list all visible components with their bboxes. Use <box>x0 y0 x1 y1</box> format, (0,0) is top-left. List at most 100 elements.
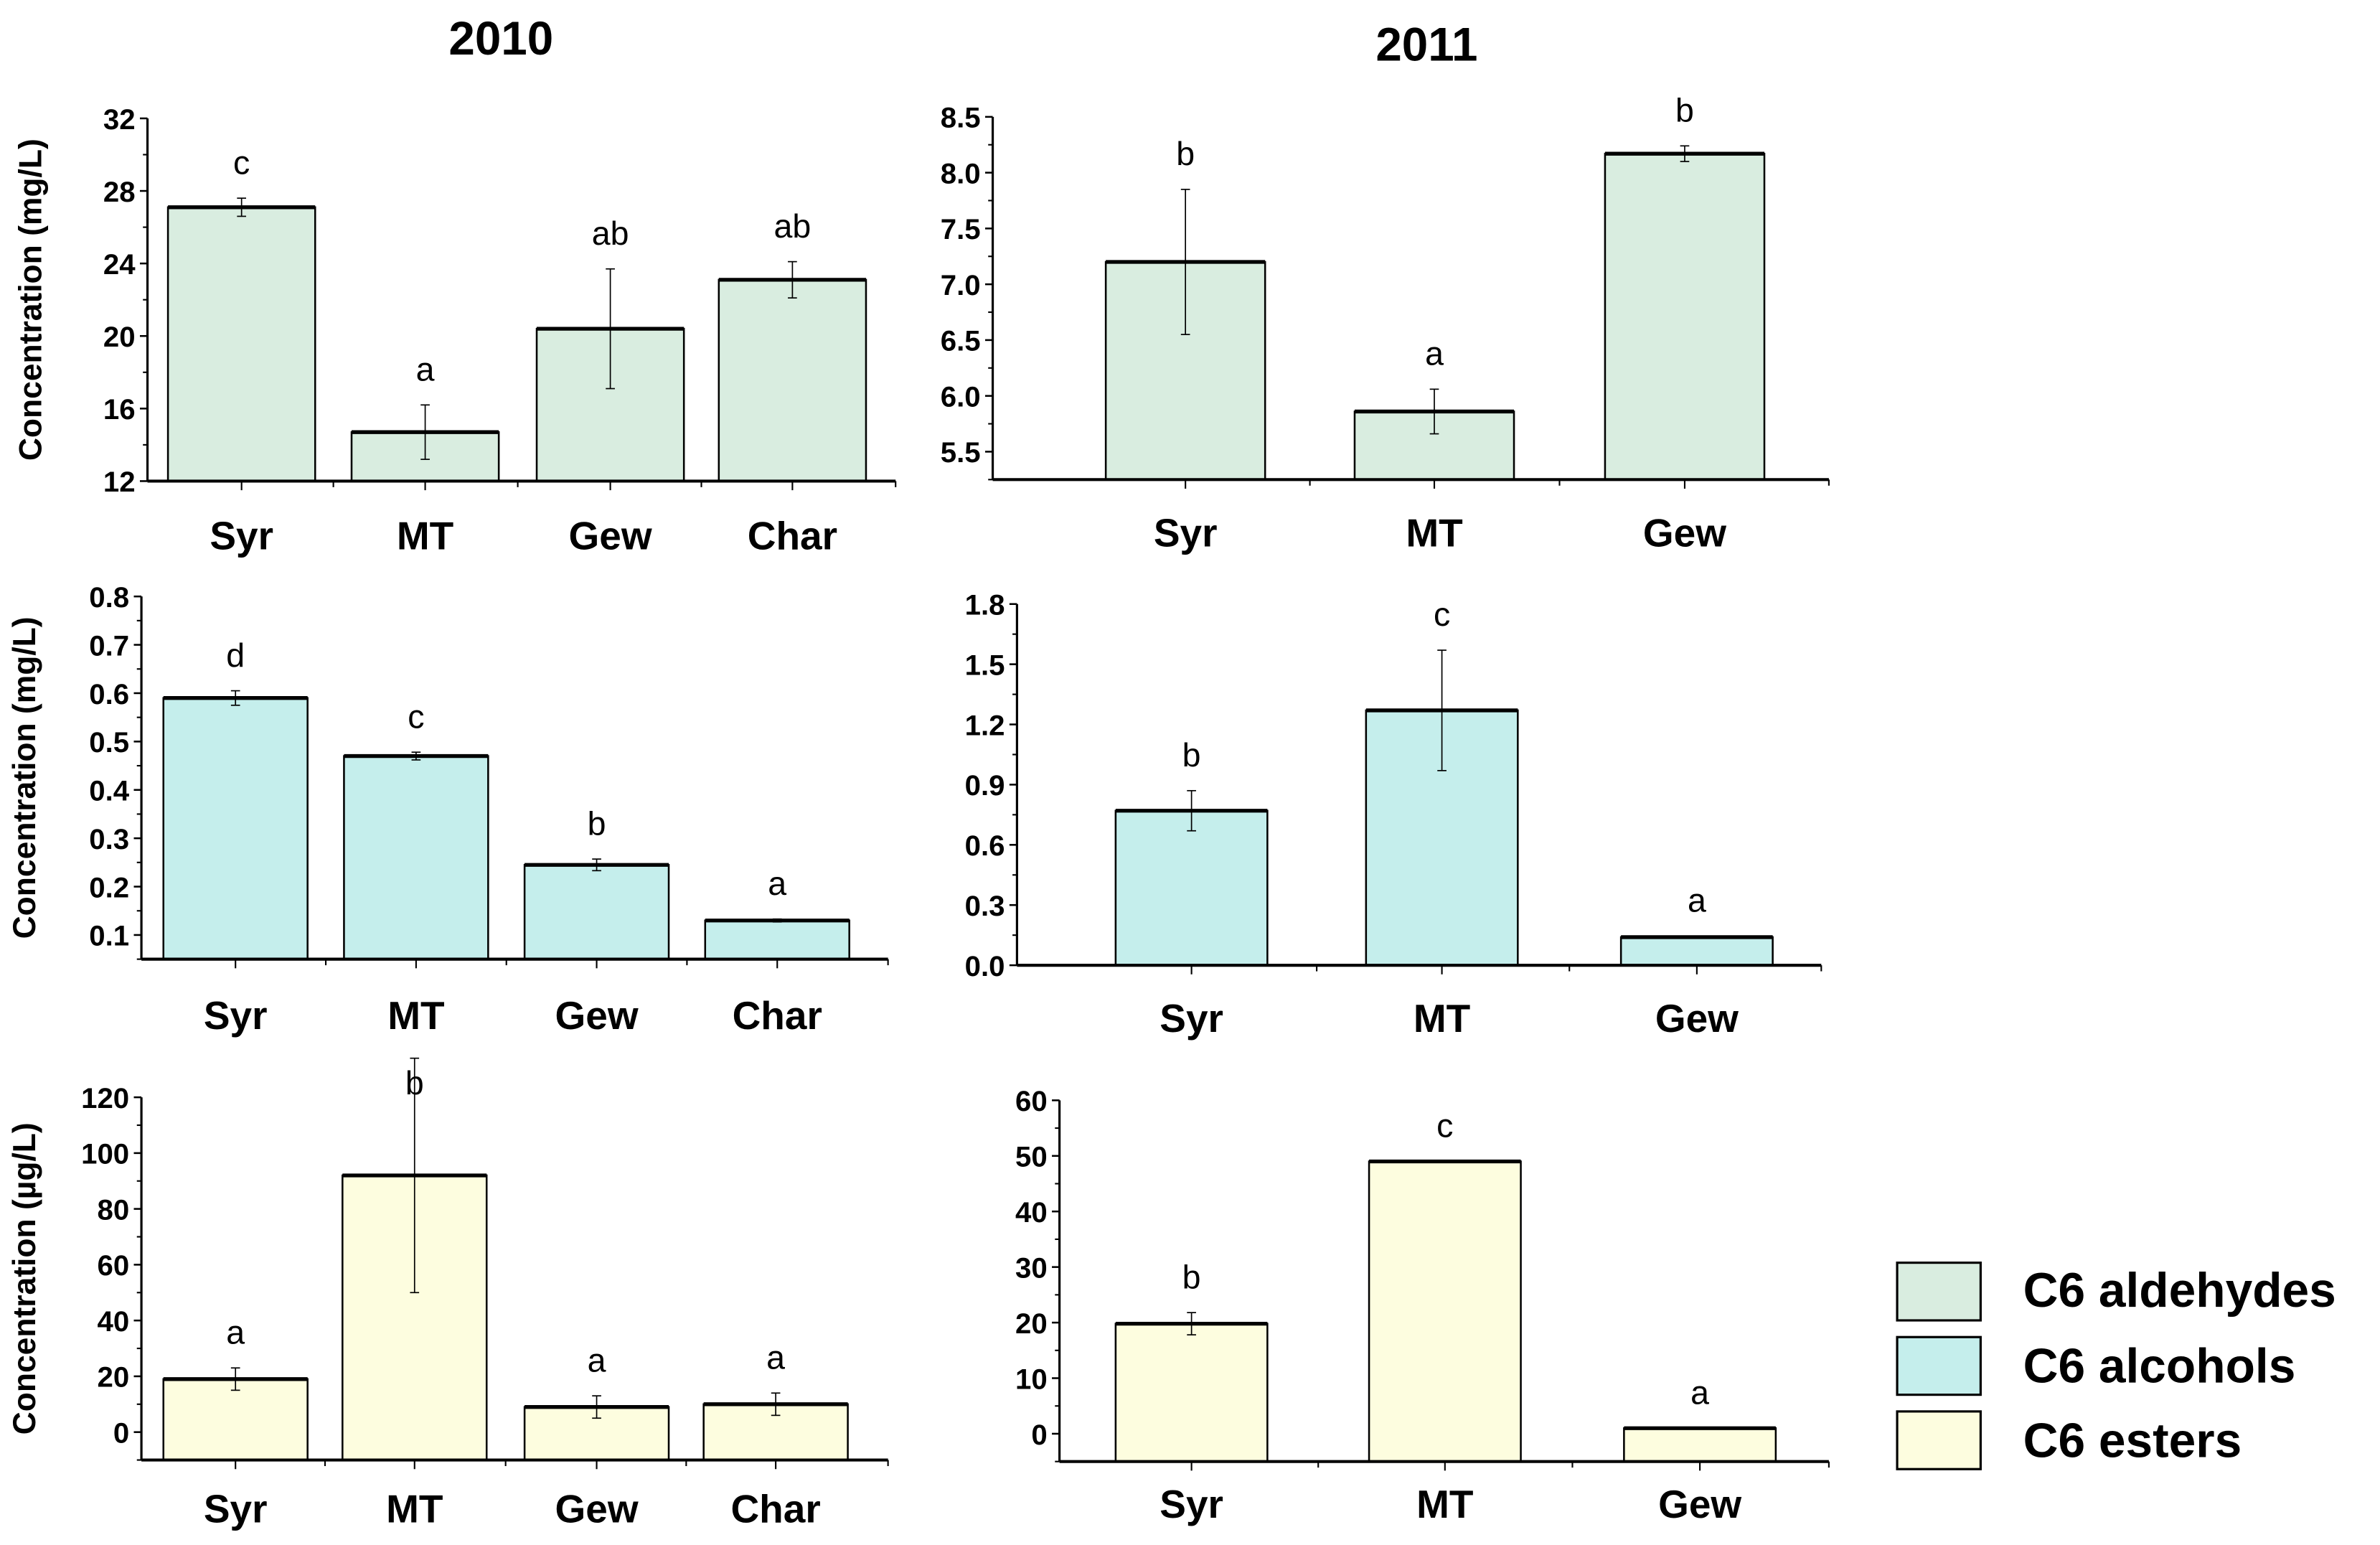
y-tick-label: 0.3 <box>89 823 129 855</box>
category-label: Char <box>748 514 837 558</box>
bar-syr <box>1114 1323 1269 1462</box>
legend-label-alcohols: C6 alcohols <box>2023 1340 2296 1394</box>
y-tick-label: 10 <box>1015 1363 1048 1395</box>
y-tick-label: 0.4 <box>89 775 130 807</box>
category-label: Gew <box>569 514 652 558</box>
significance-letter: a <box>416 350 435 388</box>
y-tick-label: 5.5 <box>941 436 981 469</box>
significance-letter: a <box>1425 335 1444 372</box>
y-tick-label: 60 <box>1015 1085 1048 1117</box>
category-label: Char <box>733 993 822 1038</box>
y-tick-label: 20 <box>103 321 136 353</box>
y-tick-label: 0.9 <box>965 769 1005 802</box>
category-label: MT <box>1414 996 1470 1041</box>
y-tick-label: 0.0 <box>965 950 1005 982</box>
y-axis-label: Concentration (mg/L) <box>13 138 48 461</box>
category-label: MT <box>397 514 453 558</box>
y-tick-label: 8.5 <box>941 102 981 134</box>
bar-mt <box>1353 410 1515 481</box>
y-tick-label: 40 <box>1015 1196 1048 1229</box>
y-tick-label: 0.5 <box>89 726 129 759</box>
y-tick-label: 0.8 <box>89 581 129 614</box>
y-tick-label: 8.0 <box>941 157 981 189</box>
y-tick-label: 120 <box>81 1082 129 1114</box>
y-tick-label: 20 <box>1015 1307 1048 1340</box>
title-2011: 2011 <box>1375 19 1477 71</box>
y-tick-label: 6.0 <box>941 380 981 413</box>
panel-2: d Syr c MT b Gew a Char 0.1 0.2 0.3 0.4 0.5 0.6 0.7 0.8… <box>7 581 889 1038</box>
significance-letter: b <box>1176 135 1195 172</box>
significance-letter: b <box>1675 91 1694 128</box>
y-tick-label: 24 <box>103 248 136 281</box>
significance-letter: a <box>1690 1373 1709 1411</box>
significance-letter: b <box>1182 736 1201 774</box>
bar-gew <box>1619 936 1774 967</box>
category-label: Syr <box>1154 510 1218 555</box>
y-axis-label: Concentration (µg/L) <box>7 1122 42 1434</box>
y-tick-label: 6.5 <box>941 325 981 357</box>
panel-4: a Syr b MT a Gew a Char 0 20 40 60 80 100 120 Concentra… <box>7 1057 889 1531</box>
bar-mt <box>343 755 489 960</box>
category-label: Syr <box>204 1486 268 1531</box>
category-label: Syr <box>204 993 268 1038</box>
legend-swatch-esters <box>1896 1410 1982 1470</box>
category-label: Gew <box>1655 996 1739 1041</box>
legend-label-esters: C6 esters <box>2023 1414 2242 1467</box>
bar-syr <box>1114 809 1269 967</box>
significance-letter: ab <box>774 207 812 245</box>
y-tick-label: 32 <box>103 103 136 136</box>
y-tick-label: 0.7 <box>89 629 129 662</box>
y-tick-label: 40 <box>97 1305 129 1338</box>
category-label: MT <box>1406 510 1462 555</box>
category-label: MT <box>387 993 444 1038</box>
y-tick-label: 100 <box>81 1138 129 1170</box>
panel-3: b Syr c MT a Gew 0.0 0.3 0.6 0.9 1.2 1.5 1.8 <box>965 589 1822 1041</box>
category-label: Char <box>730 1486 820 1531</box>
significance-letter: a <box>1688 882 1706 919</box>
significance-letter: c <box>1436 1107 1453 1145</box>
legend-swatch-alcohols <box>1896 1335 1982 1396</box>
y-tick-label: 50 <box>1015 1141 1048 1173</box>
bar-char <box>718 278 867 482</box>
category-label: Gew <box>1643 510 1726 555</box>
category-label: Syr <box>210 514 273 558</box>
y-tick-label: 0 <box>113 1417 129 1449</box>
category-label: Gew <box>555 1486 639 1531</box>
y-tick-label: 0.6 <box>89 678 129 710</box>
y-tick-label: 12 <box>103 466 136 498</box>
significance-letter: b <box>405 1064 424 1102</box>
category-label: MT <box>1416 1482 1473 1526</box>
category-label: Gew <box>555 993 639 1038</box>
y-tick-label: 0.2 <box>89 871 129 903</box>
y-tick-label: 30 <box>1015 1252 1048 1284</box>
y-axis-label: Concentration (mg/L) <box>7 616 42 939</box>
y-tick-label: 1.5 <box>965 649 1005 681</box>
bar-gew <box>1604 152 1766 481</box>
y-tick-label: 1.8 <box>965 589 1005 621</box>
category-label: MT <box>386 1486 443 1531</box>
y-tick-label: 80 <box>97 1193 129 1226</box>
panel-1: b Syr a MT b Gew 5.5 6.0 6.5 7.0 7.5 8.0 8.5 <box>941 91 1830 555</box>
significance-letter: d <box>226 637 245 674</box>
significance-letter: a <box>588 1341 606 1379</box>
significance-letter: c <box>233 144 250 181</box>
legend-label-aldehydes: C6 aldehydes <box>2023 1264 2336 1318</box>
category-label: Syr <box>1160 996 1223 1041</box>
y-tick-label: 7.5 <box>941 213 981 245</box>
y-tick-label: 0.1 <box>89 920 129 952</box>
significance-letter: a <box>766 1338 785 1376</box>
y-tick-label: 28 <box>103 176 136 208</box>
panel-0: c Syr a MT ab Gew ab Char 12 16 20 24 28 32 Concentrat… <box>13 103 897 558</box>
significance-letter: a <box>768 865 786 902</box>
y-tick-label: 16 <box>103 393 136 426</box>
title-2010: 2010 <box>448 12 553 65</box>
y-tick-label: 20 <box>97 1361 129 1394</box>
category-label: Gew <box>1658 1482 1741 1526</box>
y-tick-label: 0 <box>1031 1419 1047 1451</box>
bar-syr <box>162 697 309 960</box>
y-tick-label: 60 <box>97 1249 129 1282</box>
significance-letter: a <box>226 1313 245 1351</box>
category-label: Syr <box>1160 1482 1223 1526</box>
y-tick-label: 7.0 <box>941 269 981 301</box>
